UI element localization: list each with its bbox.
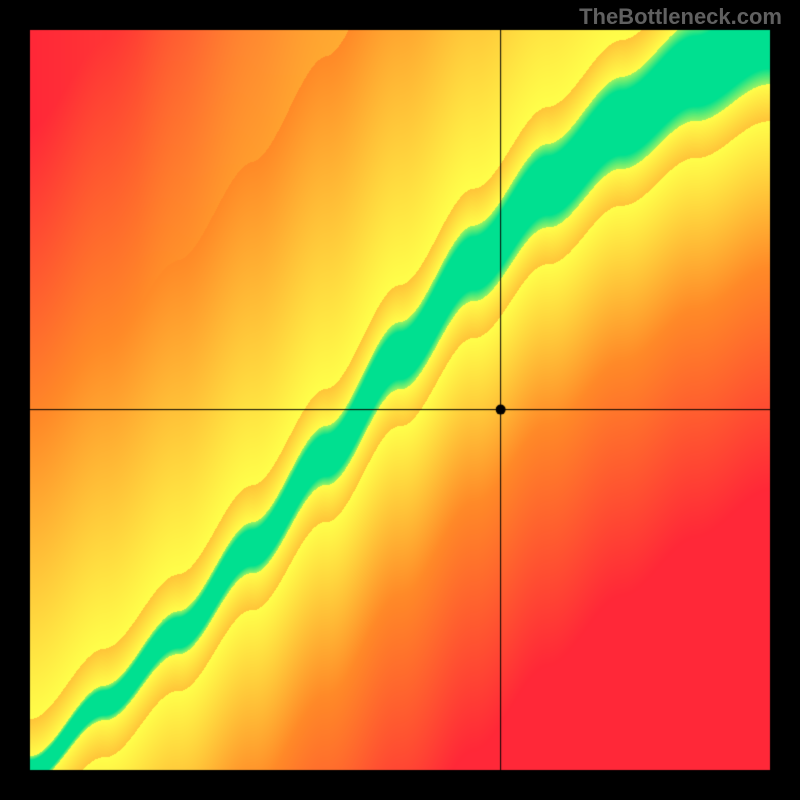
watermark-text: TheBottleneck.com bbox=[579, 4, 782, 30]
bottleneck-heatmap bbox=[0, 0, 800, 800]
